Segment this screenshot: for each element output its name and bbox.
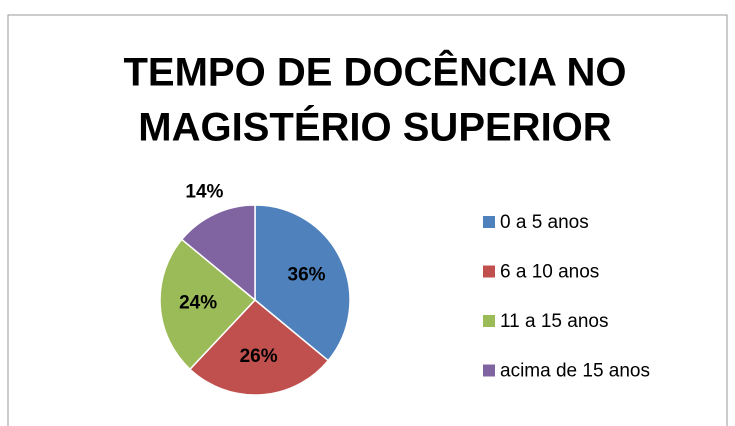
legend-swatch — [483, 216, 495, 228]
chart-title: MAGISTÉRIO SUPERIOR — [138, 105, 611, 150]
pie-slice — [180, 204, 256, 302]
pie-slice — [188, 298, 330, 396]
data-label: 36% — [288, 265, 326, 286]
legend-label: 11 a 15 anos — [500, 311, 608, 332]
legend-swatch — [483, 364, 495, 377]
legend-swatch — [483, 265, 495, 278]
data-label: 14% — [185, 182, 223, 203]
legend-label: 0 a 5 anos — [500, 212, 589, 233]
data-label: 26% — [240, 346, 278, 367]
legend-swatch — [483, 315, 495, 327]
chart-frame — [7, 14, 728, 426]
legend-label: 6 a 10 anos — [500, 262, 599, 283]
chart-title: TEMPO DE DOCÊNCIA NO — [124, 49, 627, 95]
data-label: 24% — [179, 293, 217, 314]
legend-label: acima de 15 anos — [500, 361, 650, 382]
pie-slice — [159, 238, 257, 371]
pie-slice — [254, 204, 351, 362]
